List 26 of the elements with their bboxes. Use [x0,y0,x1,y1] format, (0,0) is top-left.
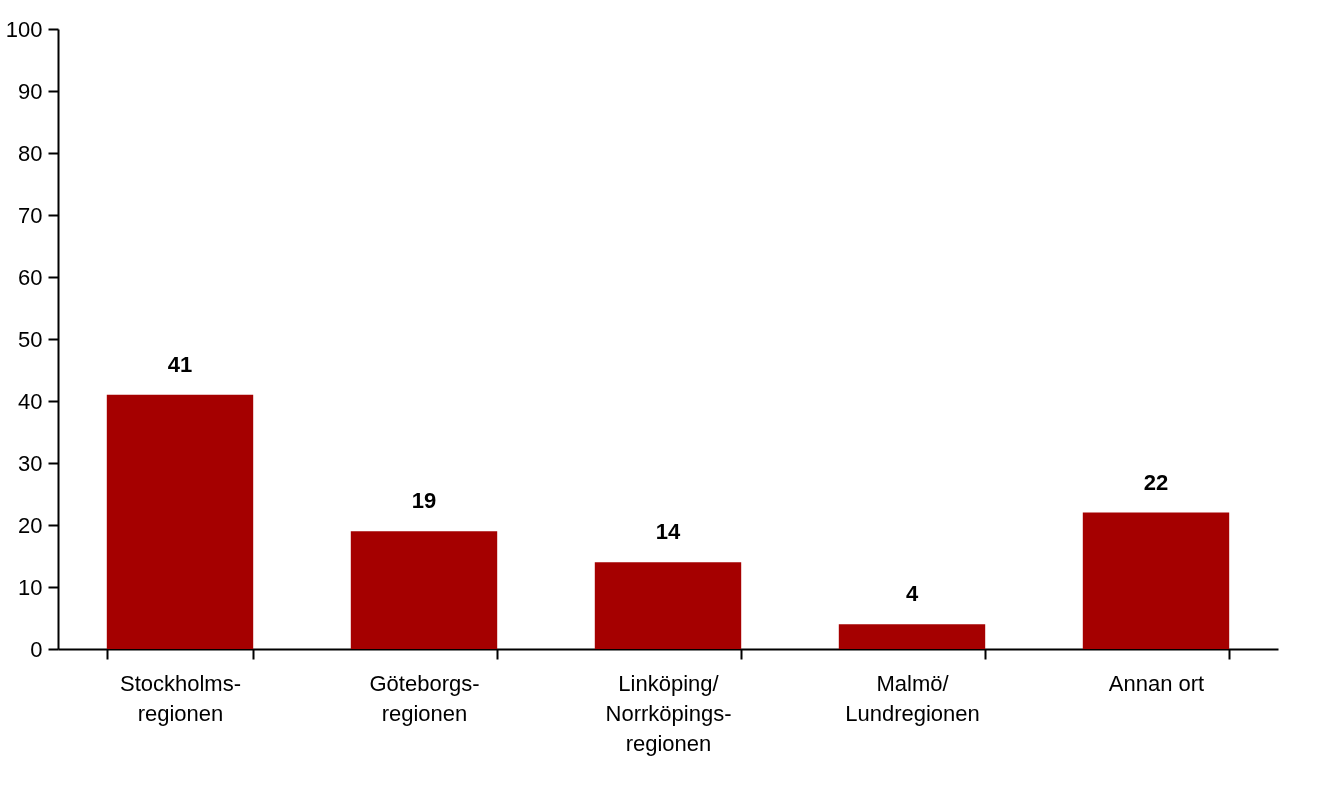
bar [838,624,986,649]
y-tick-label: 60 [18,264,43,290]
data-label: 22 [1143,469,1169,495]
y-tick-label: 100 [5,16,43,42]
y-tick-label: 0 [30,636,43,662]
data-label: 4 [905,581,919,607]
bar [106,394,254,649]
x-tick-label: Stockholms- regionen [119,670,242,726]
y-tick-label: 30 [18,450,43,476]
y-tick-label: 50 [18,326,43,352]
y-tick-label: 40 [18,388,43,414]
y-tick-label: 20 [18,512,43,538]
bar [594,562,742,649]
y-tick-label: 90 [18,78,43,104]
data-label: 19 [411,488,437,514]
data-label: 14 [655,519,681,545]
x-tick-label: Malmö/ Lundregionen [845,670,980,726]
bar [1082,512,1230,649]
x-tick-label: Göteborgs- regionen [369,670,480,726]
data-label: 41 [167,351,193,377]
y-tick-label: 80 [18,140,43,166]
y-tick-label: 10 [18,574,43,600]
x-tick-label: Annan ort [1108,670,1205,696]
x-tick-label: Linköping/ Norrköpings- regionen [605,670,732,756]
y-tick-label: 70 [18,202,43,228]
bar [350,531,498,649]
